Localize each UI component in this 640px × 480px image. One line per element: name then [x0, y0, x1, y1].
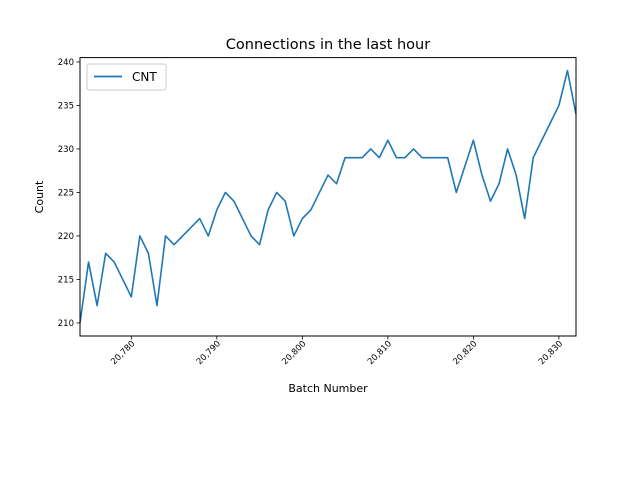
x-axis-label: Batch Number	[288, 382, 368, 395]
y-tick-label: 210	[58, 319, 74, 329]
x-tick-label: 20,780	[109, 339, 137, 367]
series-line-cnt	[79, 69, 577, 324]
x-tick-label: 20,800	[280, 339, 308, 367]
legend-entry-cnt: CNT	[132, 70, 157, 84]
y-tick-label: 225	[58, 188, 74, 198]
y-tick-label: 230	[58, 145, 74, 155]
x-tick-label: 20,820	[451, 339, 479, 367]
x-tick-label: 20,810	[366, 339, 394, 367]
x-tick-label: 20,790	[195, 339, 223, 367]
y-tick-label: 220	[58, 232, 74, 242]
plot-area-frame	[79, 57, 577, 337]
y-tick-label: 240	[58, 58, 74, 68]
y-axis-ticks: 210 215 220 225 230 235 240	[58, 58, 80, 329]
y-axis-label: Count	[33, 180, 46, 213]
x-tick-label: 20,830	[537, 339, 565, 367]
chart-title: Connections in the last hour	[226, 37, 430, 53]
legend-box	[86, 63, 167, 91]
y-tick-label: 235	[58, 101, 74, 111]
series-lines	[79, 69, 577, 324]
x-axis-ticks: 20,780 20,790 20,800 20,810 20,820 20,830	[109, 336, 565, 367]
legend: CNT	[86, 63, 167, 91]
y-tick-label: 215	[58, 275, 74, 285]
